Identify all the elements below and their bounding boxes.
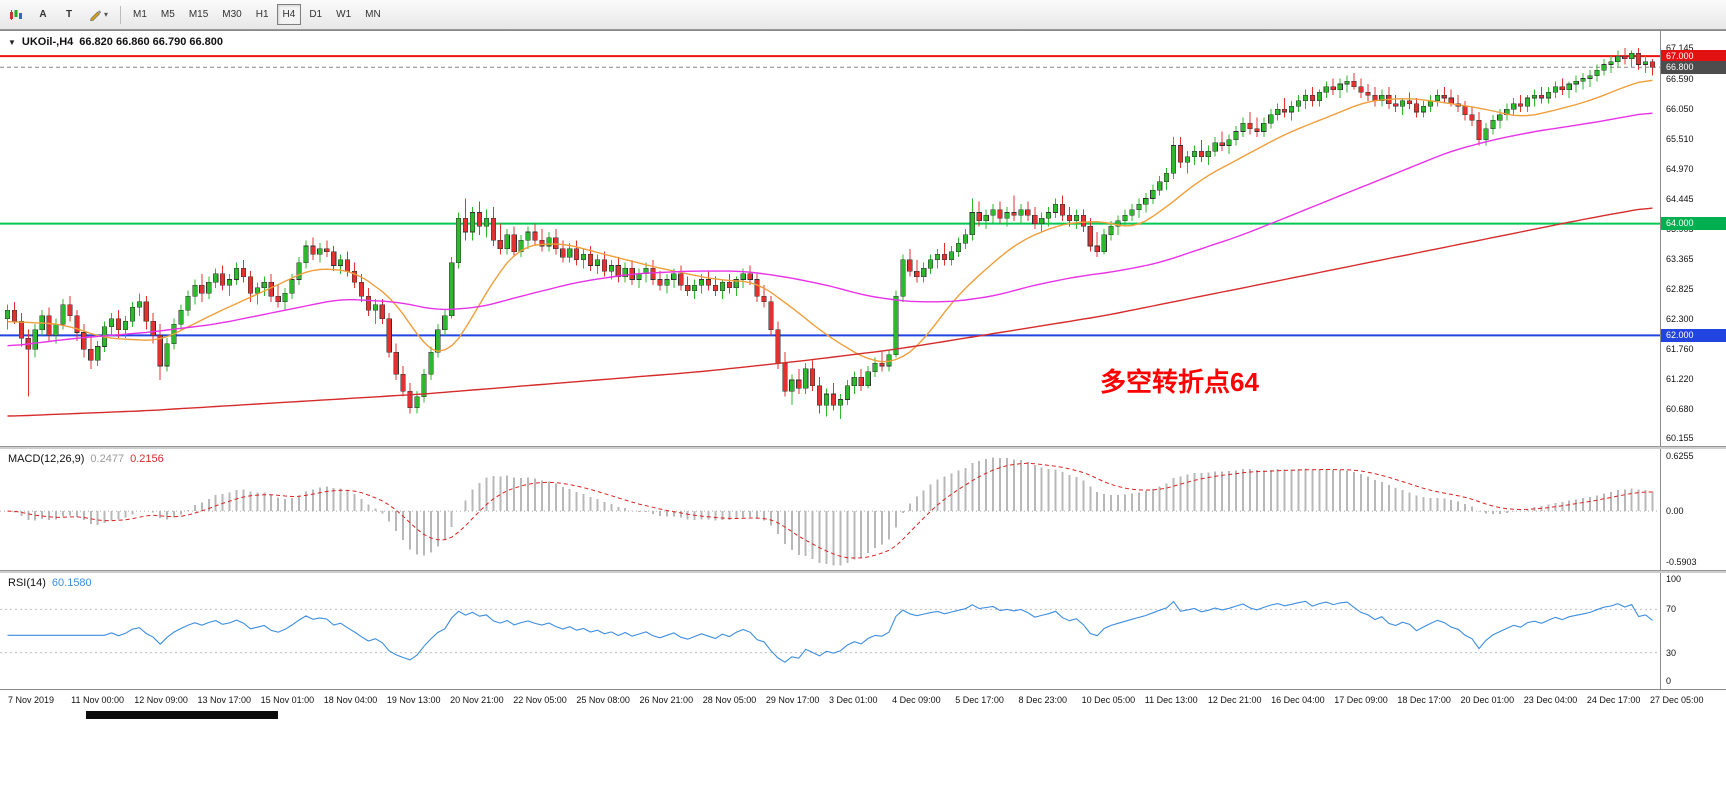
chart-symbol-icon[interactable] bbox=[3, 4, 29, 25]
text-tool-glyph: T bbox=[65, 9, 73, 20]
timeframe-button-m1[interactable]: M1 bbox=[133, 9, 147, 20]
time-axis-label: 18 Dec 17:00 bbox=[1397, 695, 1451, 705]
trading-app-window: A T ▾ M1 M5 M15 M30 H1 H4 D1 W1 MN ▼ UKOil-,H4 66.8… bbox=[0, 0, 1726, 711]
price-axis-label: 65.510 bbox=[1666, 134, 1694, 145]
rsi-value: 60.1580 bbox=[51, 577, 92, 589]
time-axis-label: 10 Dec 05:00 bbox=[1081, 695, 1136, 705]
time-axis-label: 8 Dec 23:00 bbox=[1018, 695, 1067, 705]
time-axis-label: 29 Nov 17:00 bbox=[765, 695, 820, 705]
macd-panel: MACD(12,26,9) 0.2477 0.2156 0.6255 0.00 -0… bbox=[0, 449, 1726, 570]
time-axis[interactable]: 7 Nov 2019 11 Nov 00:00 12 Nov 09:00 13 Nov… bbox=[0, 689, 1726, 711]
main-chart-panel: ▼ UKOil-,H4 66.820 66.860 66.790 66.800 … bbox=[0, 30, 1726, 446]
price-axis-label: 67.145 bbox=[1666, 43, 1694, 54]
time-axis-label: 18 Nov 04:00 bbox=[323, 695, 378, 705]
rsi-panel: RSI(14) 60.1580 100 70 30 0 bbox=[0, 573, 1726, 689]
price-axis-label: 66.590 bbox=[1666, 74, 1694, 85]
price-badge: 66.800 bbox=[1661, 60, 1726, 74]
rsi-axis-label: 30 bbox=[1666, 647, 1677, 658]
time-axis-label: 7 Nov 2019 bbox=[8, 695, 55, 705]
chart-icon bbox=[10, 9, 22, 20]
price-axis-label: 63.365 bbox=[1666, 254, 1694, 265]
time-axis-label: 16 Dec 04:00 bbox=[1271, 695, 1325, 705]
time-axis-label: 17 Dec 09:00 bbox=[1334, 695, 1388, 705]
price-axis-label: 61.760 bbox=[1666, 343, 1694, 354]
timeframe-button-mn[interactable]: MN bbox=[365, 9, 381, 20]
time-axis-label: 24 Dec 17:00 bbox=[1586, 695, 1641, 705]
time-axis-label: 20 Nov 21:00 bbox=[450, 695, 504, 705]
price-badge: 62.000 bbox=[1661, 328, 1726, 342]
price-chart-plot[interactable] bbox=[0, 31, 1660, 447]
time-axis-label: 12 Nov 09:00 bbox=[134, 695, 188, 705]
price-badge: 64.000 bbox=[1661, 217, 1726, 231]
chart-title: ▼ UKOil-,H4 66.820 66.860 66.790 66.800 bbox=[8, 36, 223, 48]
draw-tools-dropdown[interactable]: ▾ bbox=[83, 4, 114, 25]
time-axis-label: 28 Nov 05:00 bbox=[702, 695, 757, 705]
time-axis-label: 19 Nov 13:00 bbox=[386, 695, 441, 705]
time-axis-label: 22 Nov 05:00 bbox=[513, 695, 567, 705]
price-axis-label: 62.300 bbox=[1666, 313, 1694, 324]
chevron-down-icon: ▾ bbox=[104, 10, 109, 19]
price-badge: 67.000 bbox=[1661, 49, 1726, 63]
timeframe-button-h1[interactable]: H1 bbox=[255, 9, 269, 20]
text-tool[interactable]: T bbox=[57, 4, 81, 25]
time-axis-label: 13 Nov 17:00 bbox=[197, 695, 251, 705]
time-axis-label: 23 Dec 04:00 bbox=[1523, 695, 1578, 705]
price-axis-label: 64.445 bbox=[1666, 193, 1694, 204]
time-axis-label: 4 Dec 09:00 bbox=[892, 695, 941, 705]
chart-symbol-period: UKOil-,H4 bbox=[21, 36, 74, 48]
macd-label: MACD(12,26,9) 0.2477 0.2156 bbox=[8, 453, 164, 465]
toolbar: A T ▾ M1 M5 M15 M30 H1 H4 D1 W1 MN bbox=[0, 0, 1726, 30]
text-annotation[interactable]: 多空转折点64 bbox=[1100, 367, 1259, 397]
macd-main-value: 0.2477 bbox=[90, 453, 125, 465]
text-label-tool[interactable]: A bbox=[31, 4, 55, 25]
macd-axis[interactable]: 0.6255 0.00 -0.5903 bbox=[1660, 449, 1726, 570]
rsi-axis-label: 100 bbox=[1666, 574, 1682, 584]
time-axis-label: 3 Dec 01:00 bbox=[829, 695, 878, 705]
timeframe-button-m15[interactable]: M15 bbox=[188, 9, 209, 20]
taskbar-fragment bbox=[86, 711, 278, 719]
pencil-icon bbox=[90, 10, 102, 21]
rsi-name: RSI(14) bbox=[8, 577, 46, 589]
time-axis-label: 20 Dec 01:00 bbox=[1460, 695, 1515, 705]
rsi-plot[interactable] bbox=[0, 573, 1660, 689]
price-axis-label: 60.680 bbox=[1666, 404, 1694, 415]
toolbar-separator bbox=[120, 5, 122, 24]
macd-signal-value: 0.2156 bbox=[130, 453, 164, 465]
timeframe-button-d1[interactable]: D1 bbox=[309, 9, 323, 20]
text-label-tool-glyph: A bbox=[39, 9, 47, 20]
price-axis-label: 66.050 bbox=[1666, 104, 1694, 115]
price-axis-label: 62.825 bbox=[1666, 284, 1694, 295]
timeframe-button-m30[interactable]: M30 bbox=[222, 9, 242, 20]
macd-name: MACD(12,26,9) bbox=[8, 453, 85, 465]
time-axis-label: 27 Dec 05:00 bbox=[1650, 695, 1704, 705]
price-axis[interactable]: 67.14566.59066.05065.51064.97064.44563.9… bbox=[1660, 31, 1726, 446]
time-axis-label: 15 Nov 01:00 bbox=[260, 695, 315, 705]
price-axis-label: 60.155 bbox=[1666, 433, 1694, 444]
chart-ohlc-values: 66.820 66.860 66.790 66.800 bbox=[79, 36, 224, 48]
macd-axis-label: -0.5903 bbox=[1666, 557, 1697, 567]
rsi-axis-label: 70 bbox=[1666, 604, 1677, 615]
price-axis-label: 64.970 bbox=[1666, 164, 1694, 175]
timeframe-button-h4[interactable]: H4 bbox=[276, 4, 302, 25]
price-axis-label: 61.220 bbox=[1666, 373, 1694, 384]
rsi-axis[interactable]: 100 70 30 0 bbox=[1660, 573, 1726, 689]
time-axis-label: 5 Dec 17:00 bbox=[955, 695, 1004, 705]
time-axis-label: 11 Dec 13:00 bbox=[1144, 695, 1198, 705]
macd-plot[interactable] bbox=[0, 449, 1660, 570]
time-axis-label: 12 Dec 21:00 bbox=[1207, 695, 1262, 705]
timeframe-button-m5[interactable]: M5 bbox=[160, 9, 175, 20]
time-axis-label: 11 Nov 00:00 bbox=[71, 695, 125, 705]
macd-axis-label: 0.6255 bbox=[1666, 451, 1694, 461]
time-axis-label: 26 Nov 21:00 bbox=[639, 695, 694, 705]
chart-menu-icon[interactable]: ▼ bbox=[8, 37, 16, 47]
rsi-axis-label: 0 bbox=[1666, 676, 1672, 686]
time-axis-label: 25 Nov 08:00 bbox=[576, 695, 630, 705]
timeframe-button-w1[interactable]: W1 bbox=[336, 9, 352, 20]
macd-axis-label: 0.00 bbox=[1666, 506, 1684, 517]
rsi-label: RSI(14) 60.1580 bbox=[8, 577, 92, 589]
